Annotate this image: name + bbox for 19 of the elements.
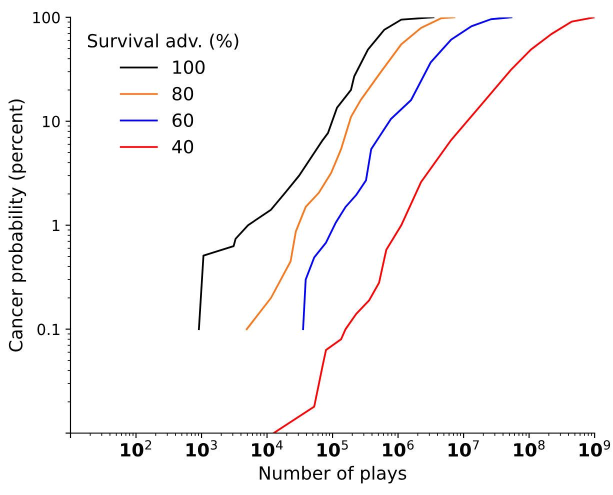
x-tick-label: 10$^{4}$ [252,440,283,457]
y-tick-label: 0.1 [37,324,60,336]
x-tick-label: 10$^{5}$ [318,440,348,457]
legend-label: 60 [172,113,194,128]
y-tick-label: 10 [43,116,60,128]
legend-label: 40 [172,140,194,154]
x-tick-label: 10$^{9}$ [580,440,610,457]
legend-title: Survival adv. (%) [88,34,238,50]
x-tick-label: 10$^{2}$ [121,440,152,457]
legend-label: 80 [172,86,194,101]
legend-label: 100 [173,60,205,74]
x-tick-label: 10$^{3}$ [186,440,217,457]
x-tick-label: 10$^{6}$ [383,440,414,457]
x-tick-label: 10$^{7}$ [448,440,479,457]
x-tick-label: 10$^{8}$ [514,440,545,457]
y-axis-title: Cancer probability (percent) [8,99,26,352]
y-tick-label: 1 [52,220,60,232]
y-tick-label: 100 [33,12,60,24]
x-axis-title: Number of plays [260,466,406,484]
